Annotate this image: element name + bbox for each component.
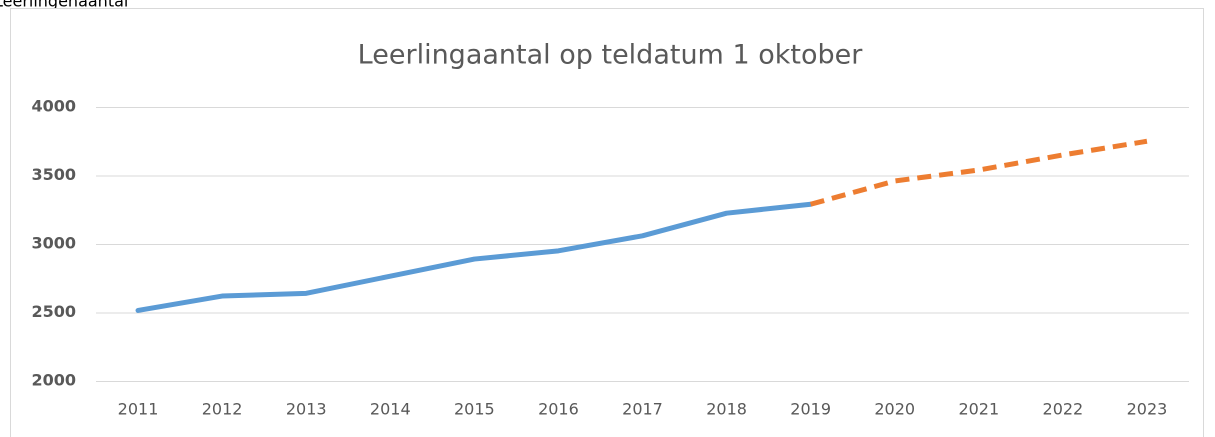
x-tick-label: 2014 <box>370 400 411 419</box>
x-tick-label: 2017 <box>622 400 663 419</box>
x-tick-label: 2023 <box>1127 400 1168 419</box>
y-tick-label: 3000 <box>31 234 76 253</box>
y-tick-label: 4000 <box>31 97 76 116</box>
x-tick-label: 2022 <box>1043 400 1084 419</box>
x-tick-label: 2016 <box>538 400 579 419</box>
x-tick-label: 2012 <box>202 400 243 419</box>
x-tick-label: 2020 <box>874 400 915 419</box>
chart-frame <box>10 8 1204 437</box>
header-text: Leerlingenaantal <box>0 0 128 11</box>
y-tick-label: 2500 <box>31 302 76 321</box>
x-tick-label: 2019 <box>790 400 831 419</box>
x-tick-label: 2015 <box>454 400 495 419</box>
x-tick-label: 2021 <box>958 400 999 419</box>
x-tick-label: 2011 <box>118 400 159 419</box>
x-tick-label: 2013 <box>286 400 327 419</box>
x-tick-label: 2018 <box>706 400 747 419</box>
y-tick-label: 2000 <box>31 371 76 390</box>
line-series <box>135 201 814 313</box>
y-tick-label: 3500 <box>31 165 76 184</box>
chart-title: Leerlingaantal op teldatum 1 oktober <box>358 40 864 71</box>
